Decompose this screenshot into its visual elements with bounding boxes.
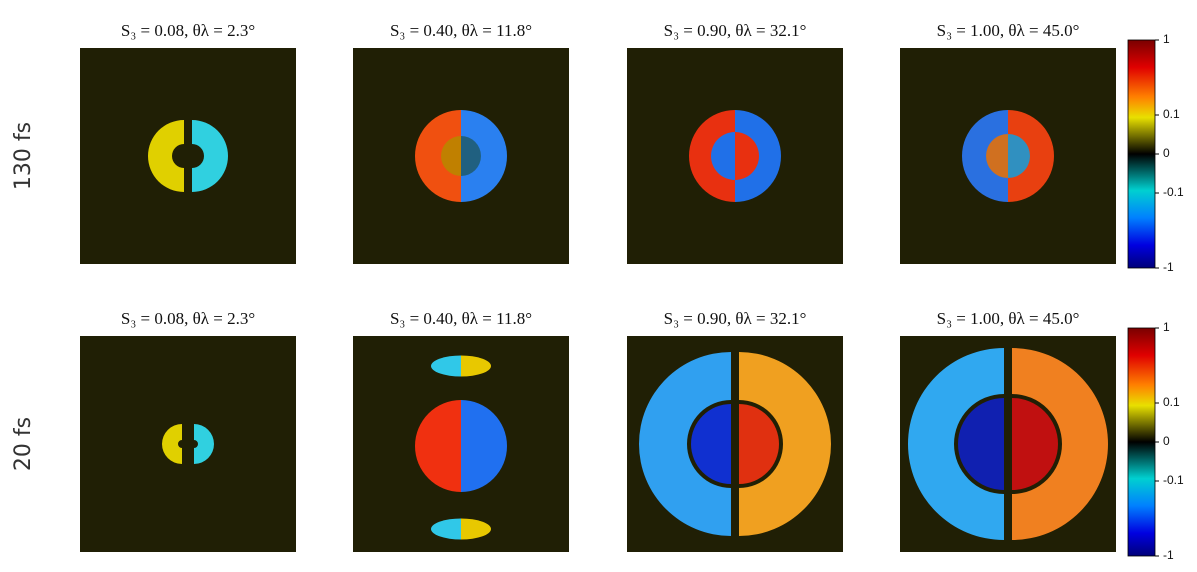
pattern-region [461,110,507,202]
pattern-region [192,120,228,192]
pattern-region [1008,110,1054,202]
colorbar-tick-label: -1 [1163,260,1174,274]
colorbar [1127,327,1156,557]
colorbar-tick-label: -0.1 [1163,185,1184,199]
pattern-region [735,132,759,180]
pattern-region [739,404,779,484]
pattern-region [958,398,1004,490]
panel-title: S₃ = 0.40, θλ = 11.8° [390,21,532,40]
panel-image [80,336,296,552]
colorbar-tick-label: 0.1 [1163,395,1180,409]
pattern-region [986,134,1008,178]
pattern-region [908,348,1004,540]
pattern-region [461,355,492,377]
pattern-region [148,120,184,192]
colorbar-tick-label: 0 [1163,434,1170,448]
panel-title: S₃ = 1.00, θλ = 45.0° [937,309,1080,328]
pattern-region [461,518,492,540]
colorbar-tick-label: 0 [1163,146,1170,160]
row-label: 130 fs [11,122,36,190]
colorbar-tick-label: 1 [1163,320,1170,334]
pattern-region [461,136,481,176]
pattern-region [431,355,461,377]
pattern-region [962,110,1008,202]
pattern-region [691,404,731,484]
panel-title: S₃ = 1.00, θλ = 45.0° [937,21,1080,40]
panel-image [80,48,296,264]
panel-title: S₃ = 0.08, θλ = 2.3° [121,309,255,328]
colorbar-tick-label: -0.1 [1163,473,1184,487]
pattern-region [415,110,461,202]
pattern-region [461,400,507,492]
pattern-region [415,400,461,492]
pattern-region [194,424,214,464]
panel-title: S₃ = 0.90, θλ = 32.1° [664,21,807,40]
pattern-region [1012,348,1108,540]
pattern-region [739,352,831,536]
colorbar-tick-label: -1 [1163,548,1174,562]
row-label: 20 fs [11,417,36,471]
pattern-region [1008,134,1030,178]
colorbar-tick-label: 0.1 [1163,107,1180,121]
colorbar-tick-label: 1 [1163,32,1170,46]
pattern-region [1012,398,1058,490]
pattern-region [441,136,461,176]
panel-title: S₃ = 0.40, θλ = 11.8° [390,309,532,328]
panel-title: S₃ = 0.90, θλ = 32.1° [664,309,807,328]
pattern-region [431,518,461,540]
pattern-region [639,352,731,536]
pattern-region [711,132,735,180]
panel-title: S₃ = 0.08, θλ = 2.3° [121,21,255,40]
pattern-region [162,424,182,464]
colorbar [1127,39,1156,269]
